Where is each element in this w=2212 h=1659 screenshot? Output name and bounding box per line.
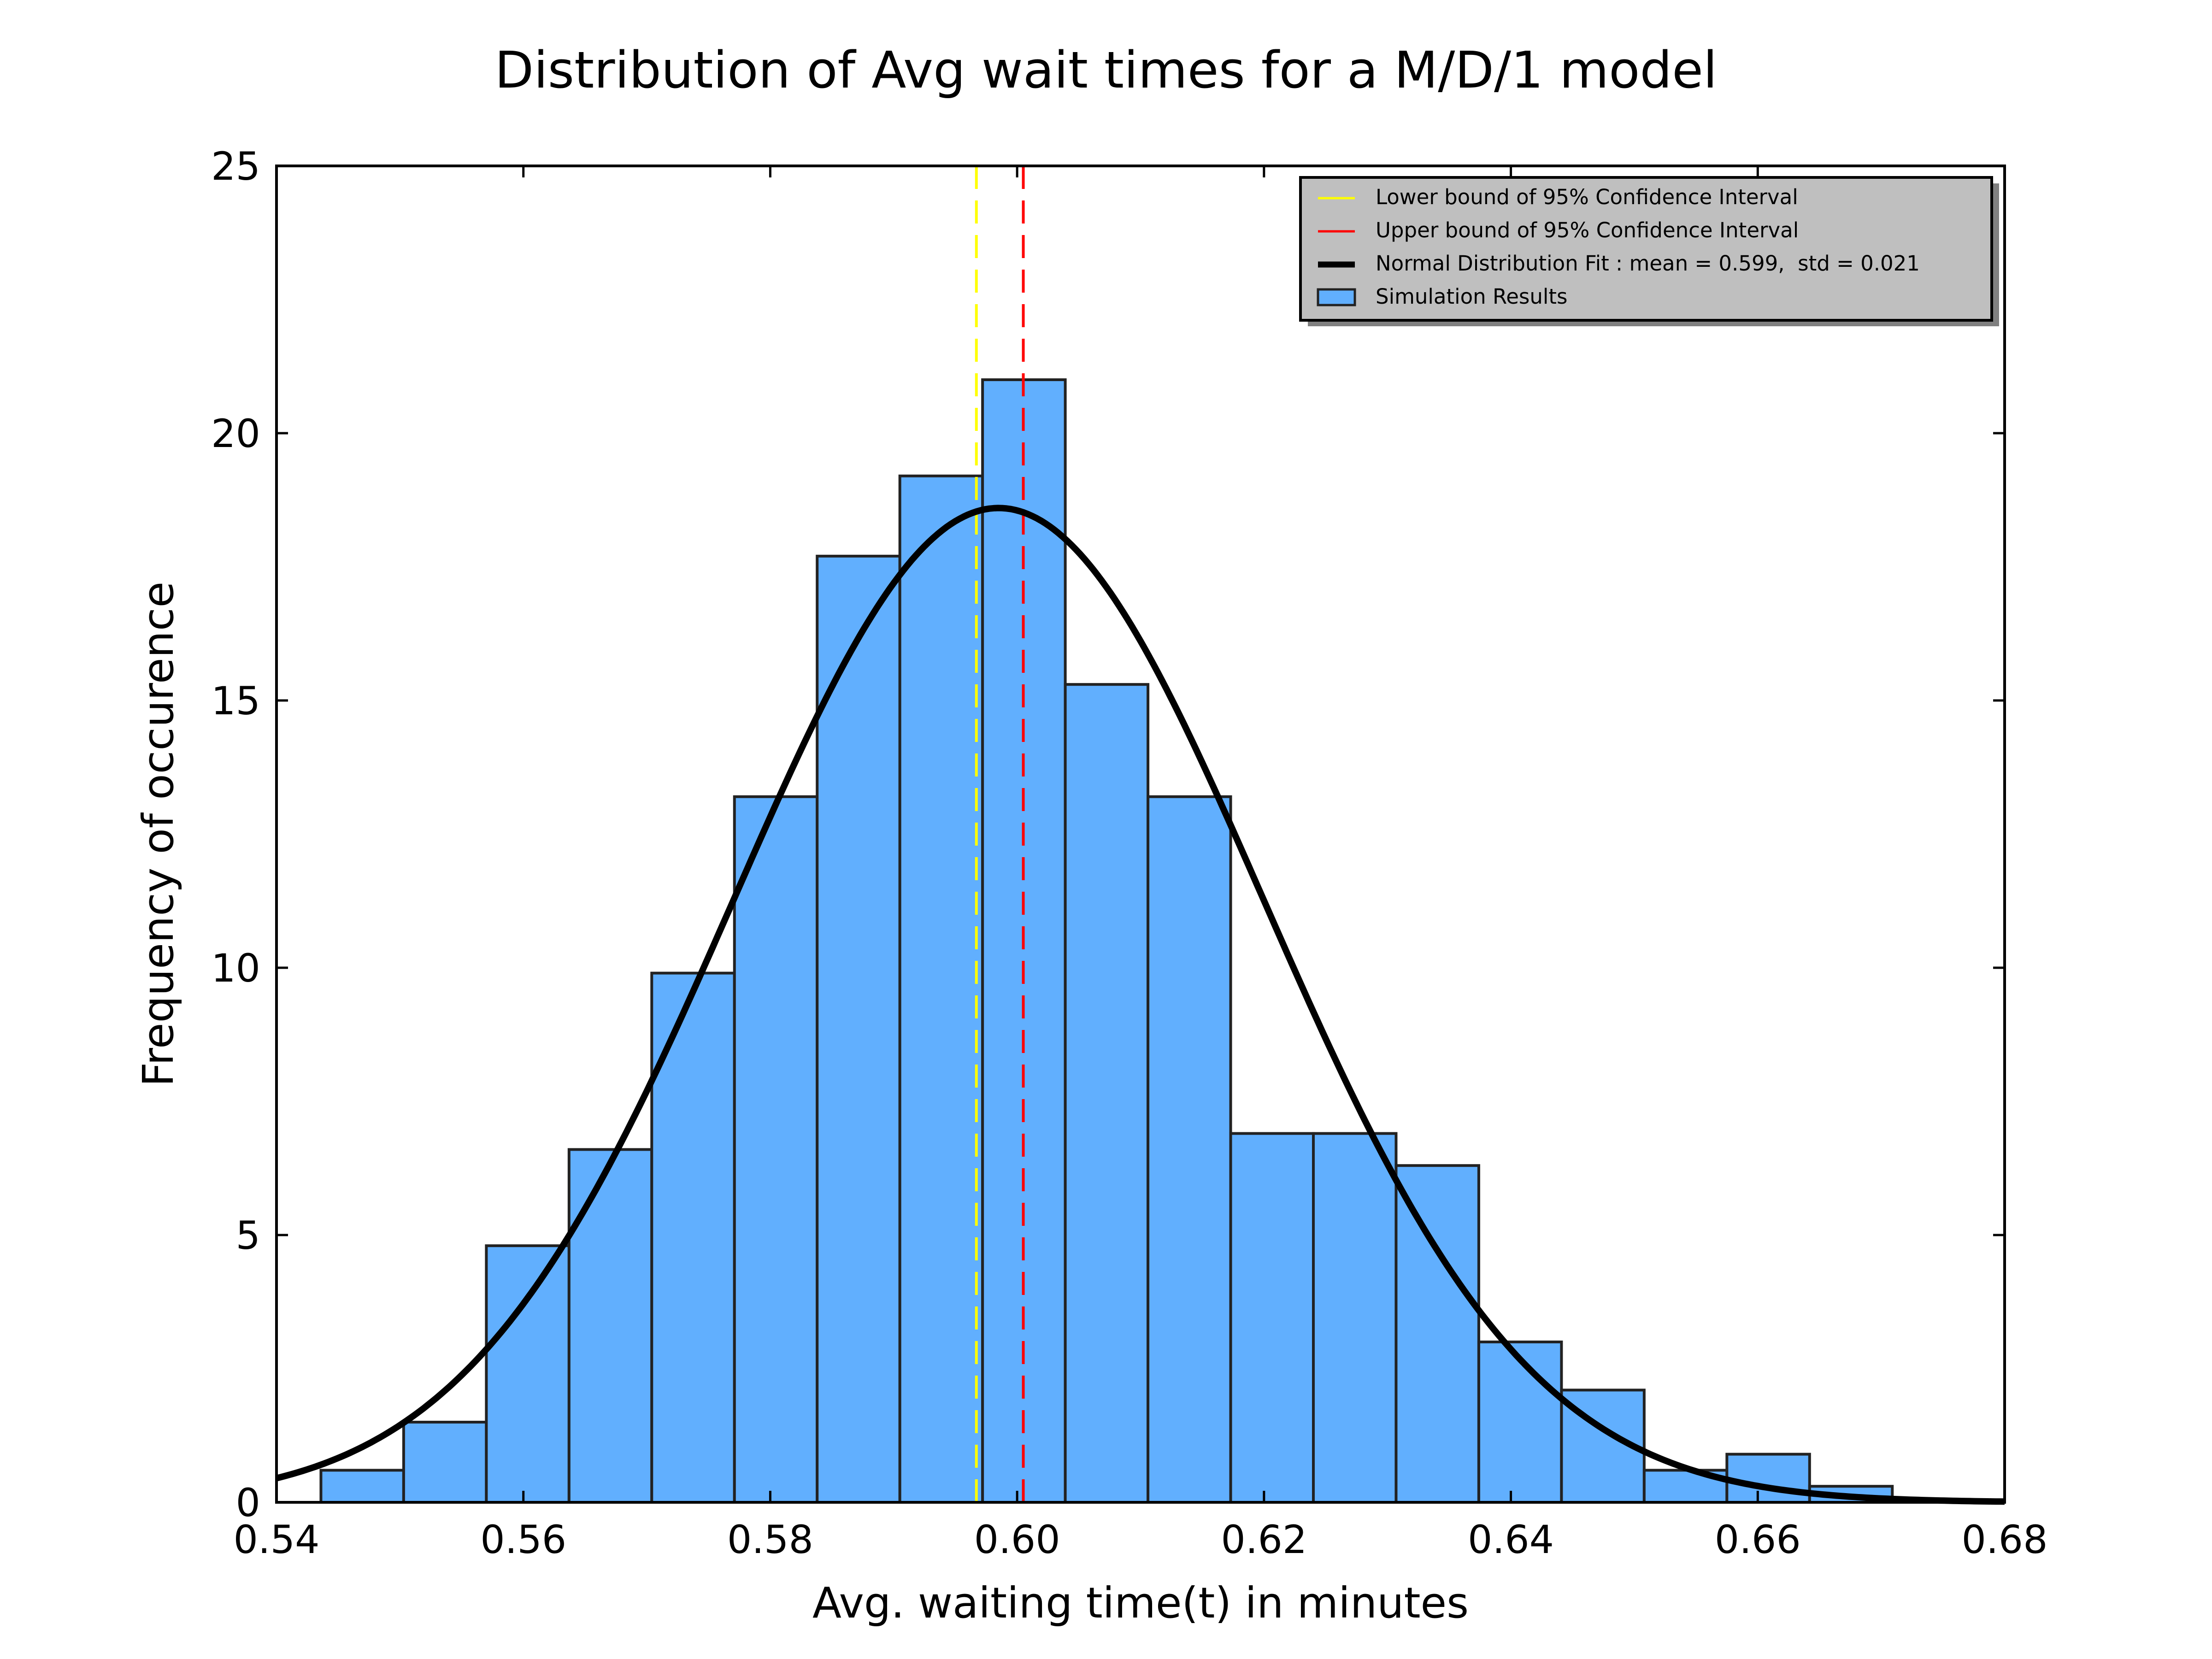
histogram-bar: [319, 1469, 405, 1504]
legend-box: [1299, 176, 1993, 322]
y-tick-label: 15: [211, 678, 260, 724]
histogram-bar: [1147, 795, 1232, 1504]
histogram-bar: [1312, 1132, 1398, 1504]
legend: Lower bound of 95% Confidence Interval U…: [1299, 176, 1999, 326]
x-tick-label: 0.56: [480, 1517, 566, 1562]
histogram-bar: [1394, 1164, 1480, 1504]
y-tick-label: 0: [236, 1480, 260, 1525]
plot-frame: [275, 165, 2006, 1504]
normal-fit-curve: [276, 505, 2005, 1505]
x-tick-label: 0.68: [1961, 1517, 2047, 1562]
x-tick-label: 0.60: [974, 1517, 1060, 1562]
y-axis-label: Frequency of occurence: [134, 582, 183, 1087]
x-tick-label: 0.66: [1715, 1517, 1801, 1562]
histogram-bar: [733, 795, 819, 1504]
x-tick-label: 0.58: [727, 1517, 813, 1562]
histogram-bars: [319, 378, 1894, 1504]
histogram-bar: [1477, 1341, 1563, 1504]
histogram-bar: [816, 554, 901, 1504]
x-tick-label: 0.62: [1221, 1517, 1307, 1562]
legend-histogram-label: Simulation Results: [1376, 284, 1568, 309]
x-axis-label: Avg. waiting time(t) in minutes: [812, 1578, 1469, 1628]
x-tick-label: 0.54: [233, 1517, 319, 1562]
y-tick-label: 20: [211, 411, 260, 456]
chart-title: Distribution of Avg wait times for a M/D…: [495, 41, 1718, 100]
confidence-interval-lines: [975, 166, 1025, 1502]
legend-normal-fit-label: Normal Distribution Fit : mean = 0.599, …: [1376, 251, 1920, 276]
y-tick-label: 10: [211, 946, 260, 991]
legend-lower-bound-label: Lower bound of 95% Confidence Interval: [1376, 185, 1798, 209]
x-axis-ticks: 0.54 0.56 0.58 0.60 0.62 0.64 0.66 0.68: [233, 166, 2048, 1562]
y-tick-label: 25: [211, 144, 260, 189]
y-axis-ticks: 0 5 10 15 20 25: [211, 144, 2005, 1525]
histogram-bar: [1725, 1453, 1811, 1504]
histogram-bar: [898, 474, 984, 1504]
x-tick-label: 0.64: [1468, 1517, 1554, 1562]
histogram-bar: [1064, 683, 1150, 1504]
histogram-bar: [650, 971, 736, 1504]
histogram-bar: [567, 1148, 653, 1504]
histogram-bar: [402, 1421, 488, 1504]
legend-upper-bound-label: Upper bound of 95% Confidence Interval: [1376, 218, 1799, 242]
histogram-bar: [485, 1244, 571, 1504]
histogram-bar: [1229, 1132, 1315, 1504]
y-tick-label: 5: [236, 1213, 260, 1258]
legend-histogram-swatch: [1317, 288, 1356, 306]
